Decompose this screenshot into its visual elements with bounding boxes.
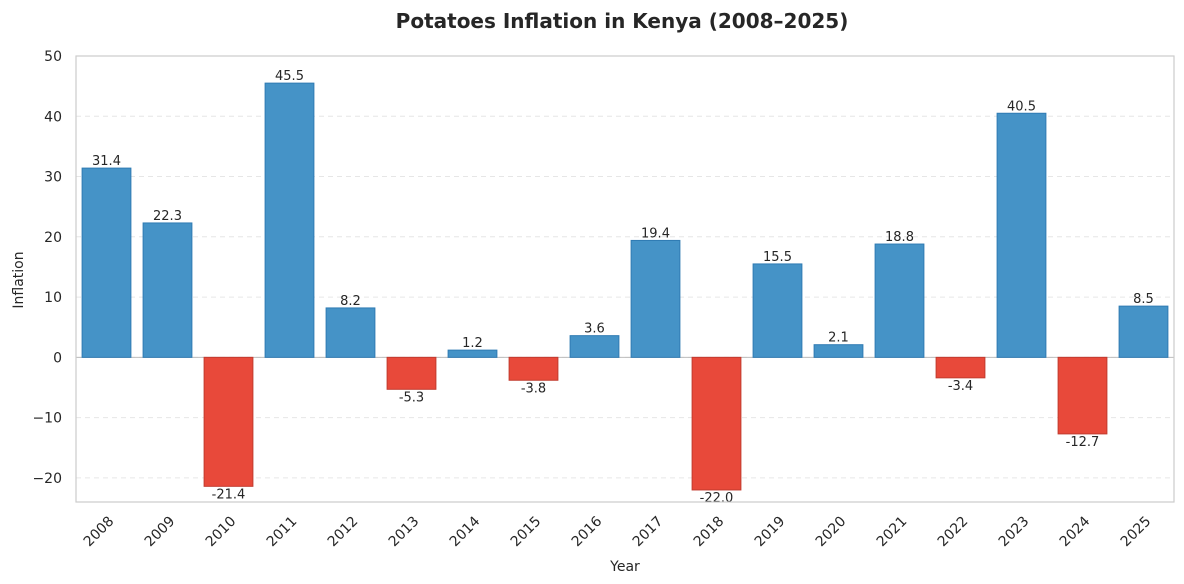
y-tick-label: −10: [32, 411, 62, 427]
bar-2022: [935, 356, 986, 379]
x-tick-label: 2015: [508, 514, 545, 551]
plot-frame: [75, 55, 1175, 503]
bar-2024: [1057, 356, 1108, 435]
data-label-2011: 45.5: [275, 69, 304, 84]
y-tick-label: 20: [44, 230, 62, 246]
bar-2020: [813, 344, 864, 358]
x-axis-label: Year: [609, 559, 640, 575]
bar-2009: [142, 222, 193, 358]
y-tick-label: 0: [53, 350, 62, 366]
data-label-2015: -3.8: [521, 381, 546, 396]
x-axis-ticks: 2008 2009 2010 2011 2012 2013 2014 2015 2016 2017…: [81, 513, 1155, 550]
data-label-2022: -3.4: [948, 379, 973, 394]
bar-2016: [569, 335, 620, 358]
x-tick-label: 2008: [81, 514, 118, 551]
x-tick-label: 2023: [996, 514, 1033, 551]
bar-2012: [325, 307, 376, 358]
x-tick-label: 2018: [691, 514, 728, 551]
x-tick-label: 2021: [874, 514, 911, 551]
x-tick-label: 2025: [1118, 514, 1155, 551]
data-label-2009: 22.3: [153, 209, 182, 224]
data-label-2024: -12.7: [1066, 435, 1100, 450]
chart-title: Potatoes Inflation in Kenya (2008–2025): [396, 9, 849, 33]
y-axis-ticks: −20 −10 0 10 20 30 40 50: [32, 49, 62, 487]
y-tick-label: 10: [44, 290, 62, 306]
bar-2015: [508, 356, 559, 381]
bar-2011: [264, 82, 315, 358]
data-label-2010: -21.4: [212, 487, 246, 502]
data-label-2013: -5.3: [399, 390, 424, 405]
data-label-2012: 8.2: [340, 294, 361, 309]
data-label-2019: 15.5: [763, 250, 792, 265]
data-label-2020: 2.1: [828, 331, 849, 346]
data-label-2023: 40.5: [1007, 99, 1036, 114]
x-tick-label: 2014: [447, 513, 484, 550]
x-tick-label: 2022: [935, 514, 972, 551]
x-tick-label: 2020: [813, 514, 850, 551]
data-label-2018: -22.0: [700, 491, 734, 506]
bar-2025: [1118, 305, 1169, 358]
x-tick-label: 2010: [203, 514, 240, 551]
data-label-2021: 18.8: [885, 230, 914, 245]
x-tick-label: 2024: [1057, 513, 1094, 550]
x-tick-label: 2012: [325, 514, 362, 551]
y-tick-label: 50: [44, 49, 62, 65]
bar-2010: [203, 356, 254, 487]
data-label-2008: 31.4: [92, 154, 121, 169]
x-tick-label: 2013: [386, 514, 423, 551]
x-tick-label: 2011: [264, 514, 301, 551]
bars: [81, 82, 1169, 491]
bar-2019: [752, 263, 803, 358]
bar-2021: [874, 243, 925, 358]
bar-2008: [81, 167, 132, 358]
x-tick-label: 2019: [752, 514, 789, 551]
y-tick-label: 30: [44, 170, 62, 186]
bar-2014: [447, 349, 498, 358]
data-label-2014: 1.2: [462, 336, 483, 351]
bar-2017: [630, 239, 681, 358]
y-axis-label: Inflation: [11, 251, 27, 308]
bar-2023: [996, 112, 1047, 358]
y-tick-label: −20: [32, 471, 62, 487]
y-tick-label: 40: [44, 109, 62, 125]
bar-2018: [691, 356, 742, 491]
x-tick-label: 2009: [142, 514, 179, 551]
data-label-2017: 19.4: [641, 226, 670, 241]
x-tick-label: 2016: [569, 513, 606, 550]
bar-2013: [386, 356, 437, 390]
x-tick-label: 2017: [630, 514, 667, 551]
data-label-2016: 3.6: [584, 322, 605, 337]
data-label-2025: 8.5: [1133, 292, 1154, 307]
